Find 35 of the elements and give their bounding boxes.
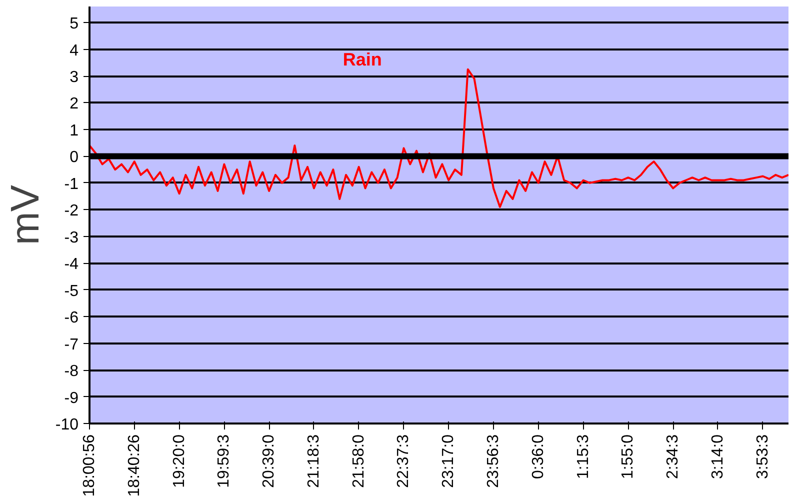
x-tick-label: 19:59:3 [216,434,233,488]
y-tick-label: -10 [55,416,79,434]
x-tick-label: 1:55:0 [620,434,637,479]
y-axis-title: mV [3,184,48,245]
x-tick-label: 3:14:0 [709,434,726,479]
x-tick-label: 20:39:0 [260,434,278,488]
y-tick-label: -8 [64,363,79,380]
y-tick-label: 2 [70,96,79,113]
y-tick-label: -7 [64,336,79,354]
y-tick-label: 3 [70,69,79,86]
y-tick-label: -9 [64,390,79,407]
x-tick-label: 18:40:26 [126,434,143,497]
y-tick-label: -3 [64,229,79,246]
line-series [90,68,788,208]
y-tick-label: 0 [70,149,79,166]
x-tick-label: 21:58:0 [350,434,368,488]
x-tick-label: 22:37:3 [395,434,412,488]
x-tick-label: 18:00:56 [81,434,98,497]
y-tick-label: -6 [64,310,79,327]
x-tick-label: 3:53:3 [754,434,772,479]
y-tick-label: 1 [70,122,79,140]
y-tick-label: -5 [64,282,79,300]
x-tick-label: 23:17:0 [440,434,458,488]
text: Rain [342,49,382,70]
y-tick-label: 4 [70,42,79,60]
x-tick-label: 1:15:3 [574,434,592,479]
x-tick-label: 19:20:0 [170,434,188,488]
y-tick-label: 5 [70,16,79,33]
x-tick-label: 23:56:3 [485,434,502,488]
y-tick-label: -4 [64,256,79,274]
y-tick-label: -1 [64,176,79,193]
x-tick-label: 0:36:0 [530,434,547,479]
x-tick-label: 21:18:3 [305,434,322,488]
x-tick-label: 2:34:3 [664,434,682,479]
y-tick-label: -2 [64,202,79,220]
